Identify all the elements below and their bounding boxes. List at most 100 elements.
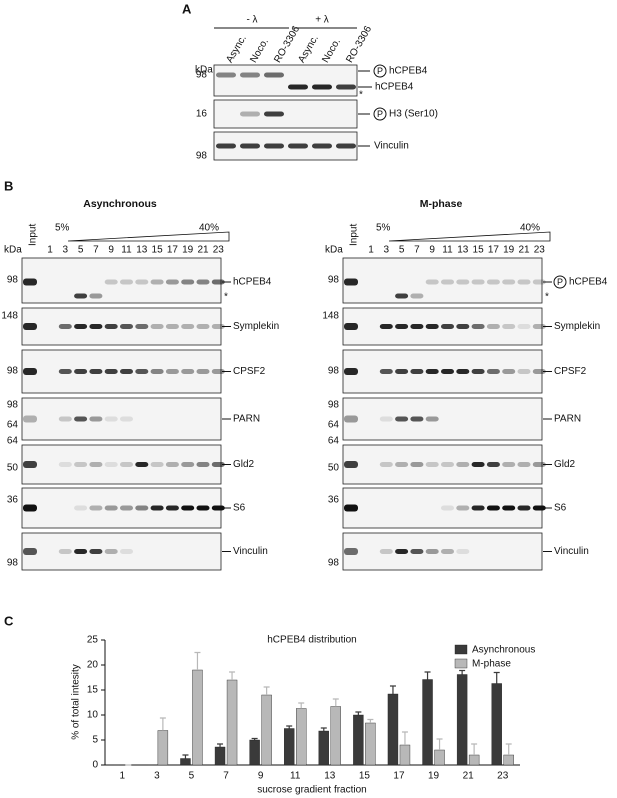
kda-marker: 98 — [7, 400, 19, 411]
band — [532, 324, 546, 329]
bar — [330, 706, 341, 766]
band — [104, 279, 118, 285]
blot-label: Symplekin — [233, 321, 279, 332]
kda-label: kDa — [195, 65, 213, 76]
kda-marker: 148 — [322, 311, 339, 322]
blot-label: S6 — [233, 503, 246, 514]
error-bar — [286, 725, 293, 729]
lane-label: RO-3306 — [344, 24, 374, 65]
panel-label: C — [4, 613, 14, 628]
band — [344, 368, 358, 375]
band — [486, 462, 500, 467]
phospho-circle — [373, 64, 387, 78]
fraction-label: 11 — [121, 245, 132, 256]
legend-swatch — [454, 644, 468, 655]
band — [395, 324, 409, 329]
x-tick-label: 5 — [189, 771, 195, 782]
y-tick-label: 0 — [92, 760, 98, 771]
band — [23, 368, 37, 375]
phospho-label: P — [377, 109, 383, 119]
blot — [21, 532, 222, 571]
x-tick-label: 13 — [324, 771, 336, 782]
band — [211, 324, 225, 329]
fraction-label: 15 — [152, 245, 164, 256]
x-tick-label: 1 — [120, 771, 126, 782]
bar — [491, 683, 502, 766]
band — [196, 279, 210, 285]
asterisk: * — [545, 292, 549, 303]
error-bar — [367, 718, 374, 723]
gradient-low: 5% — [376, 223, 391, 234]
band — [58, 549, 72, 554]
gradient-low: 5% — [55, 223, 70, 234]
band — [344, 415, 358, 423]
error-bar — [355, 711, 362, 715]
band — [425, 369, 439, 374]
band — [395, 416, 409, 422]
band — [120, 505, 133, 511]
band — [395, 462, 409, 467]
fraction-label: 23 — [213, 245, 225, 256]
kda-marker: 64 — [7, 436, 19, 447]
fraction-label: 1 — [368, 245, 374, 256]
band — [312, 143, 332, 149]
bar — [318, 730, 329, 766]
bar — [180, 758, 191, 766]
blot — [342, 257, 543, 304]
bar — [365, 722, 376, 766]
band — [240, 143, 260, 149]
band — [120, 416, 133, 422]
band — [441, 549, 454, 554]
y-tick-label: 15 — [87, 685, 99, 696]
band — [517, 505, 531, 511]
kda-marker: 98 — [328, 366, 340, 377]
band — [344, 548, 358, 555]
blot-label: hCPEB4 — [233, 277, 272, 288]
bar — [296, 708, 307, 766]
error-bar — [505, 743, 512, 755]
band — [135, 324, 149, 329]
error-bar — [401, 731, 408, 745]
band — [441, 369, 454, 374]
band — [120, 279, 133, 285]
blot — [342, 397, 543, 441]
blot-label: H3 (Ser10) — [389, 109, 438, 120]
band — [264, 143, 284, 149]
band — [486, 279, 500, 285]
band — [532, 369, 546, 374]
band — [517, 279, 531, 285]
lane-label: Async. — [296, 33, 321, 64]
band — [344, 504, 358, 512]
x-tick-label: 17 — [393, 771, 405, 782]
band — [89, 505, 103, 511]
band — [211, 462, 225, 467]
band — [456, 369, 470, 374]
band — [89, 369, 103, 374]
x-tick-label: 15 — [359, 771, 371, 782]
band — [288, 143, 308, 149]
kda-marker: 36 — [328, 495, 340, 506]
band — [425, 324, 439, 329]
fraction-label: 13 — [457, 245, 469, 256]
asterisk: * — [359, 90, 363, 101]
band — [395, 369, 409, 374]
band — [344, 461, 358, 468]
band — [441, 505, 454, 511]
blot-label: Symplekin — [554, 321, 600, 332]
band — [120, 324, 133, 329]
gradient-high: 40% — [520, 223, 540, 234]
bar — [434, 749, 445, 766]
x-tick-label: 3 — [154, 771, 160, 782]
band — [58, 416, 72, 422]
blot-label: Gld2 — [554, 459, 576, 470]
band — [456, 549, 470, 554]
group-label: + λ — [315, 15, 329, 26]
band — [517, 369, 531, 374]
fraction-label: 1 — [47, 245, 53, 256]
band — [264, 72, 284, 78]
bar — [249, 739, 260, 766]
error-bar — [459, 669, 466, 675]
fraction-label: 19 — [503, 245, 515, 256]
blot-label: hCPEB4 — [375, 82, 414, 93]
